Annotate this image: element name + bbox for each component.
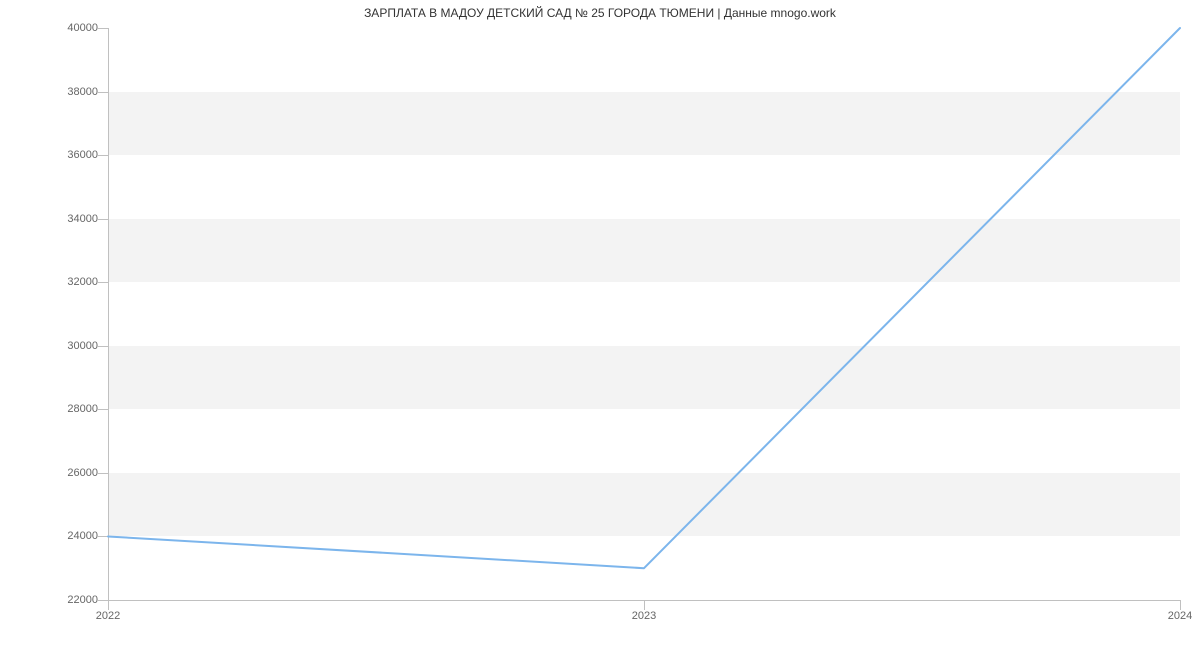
x-tick-label: 2023 [632, 600, 656, 622]
line-layer [108, 28, 1180, 600]
plot-area: 2200024000260002800030000320003400036000… [108, 28, 1180, 600]
x-tick-label: 2024 [1168, 600, 1192, 622]
x-tick-label: 2022 [96, 600, 120, 622]
y-tick-label: 28000 [67, 403, 108, 415]
y-tick-label: 26000 [67, 467, 108, 479]
series-line-salary [108, 28, 1180, 568]
chart-title: ЗАРПЛАТА В МАДОУ ДЕТСКИЙ САД № 25 ГОРОДА… [0, 6, 1200, 20]
y-tick-label: 32000 [67, 276, 108, 288]
y-tick-label: 34000 [67, 213, 108, 225]
salary-line-chart: ЗАРПЛАТА В МАДОУ ДЕТСКИЙ САД № 25 ГОРОДА… [0, 0, 1200, 650]
y-tick-label: 38000 [67, 86, 108, 98]
y-tick-label: 36000 [67, 149, 108, 161]
y-tick-label: 40000 [67, 22, 108, 34]
y-tick-label: 30000 [67, 340, 108, 352]
y-tick-label: 24000 [67, 530, 108, 542]
